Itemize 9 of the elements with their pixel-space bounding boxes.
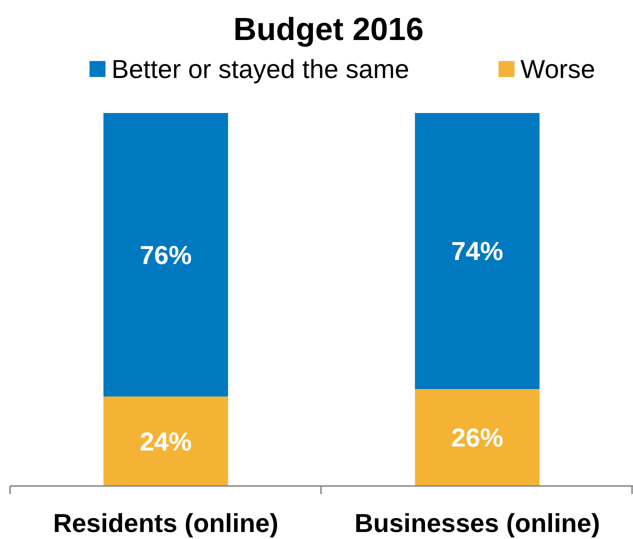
data-label: 26% — [451, 422, 504, 453]
data-label: 24% — [140, 426, 192, 456]
data-label: 76% — [140, 240, 192, 270]
x-tick-label: Businesses (online) — [354, 508, 600, 538]
chart-title: Budget 2016 — [233, 11, 424, 47]
data-label: 74% — [451, 236, 504, 266]
legend-label: Worse — [520, 54, 596, 84]
legend-label: Better or stayed the same — [112, 54, 410, 84]
x-tick-label: Residents (online) — [53, 508, 278, 538]
